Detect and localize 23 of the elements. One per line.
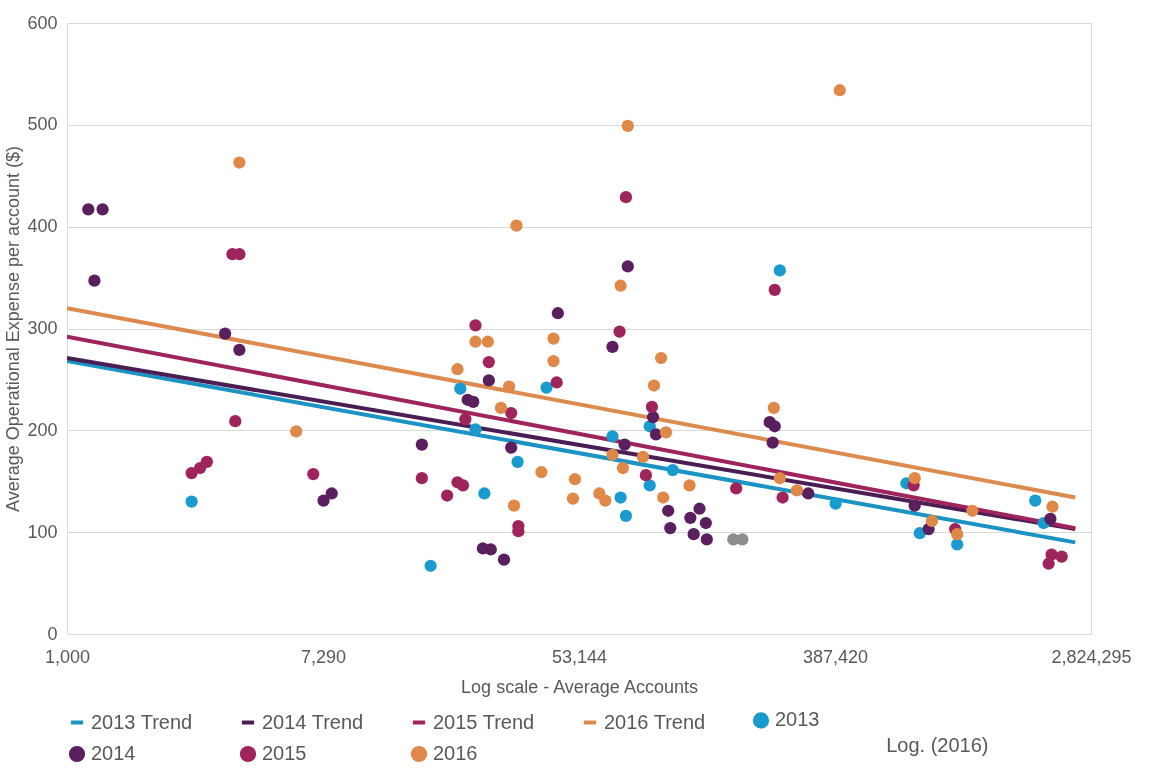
- y-tick-label: 400: [27, 216, 58, 237]
- y-tick-label: 500: [27, 114, 58, 135]
- y-tick-label: 100: [27, 521, 58, 542]
- legend-label: 2014: [91, 742, 136, 764]
- x-axis-title: Log scale - Average Accounts: [461, 676, 698, 697]
- legend-label: 2015: [262, 742, 307, 764]
- legend-label: 2013 Trend: [91, 710, 193, 733]
- legend-label: 2015 Trend: [433, 710, 535, 733]
- x-tick-label: 2,824,295: [1051, 646, 1132, 667]
- legend-label: 2013: [775, 708, 820, 731]
- y-axis-title: Average Operational Expense per account ($): [3, 146, 24, 512]
- y-tick-label: 0: [47, 623, 58, 644]
- x-tick-label: 387,420: [802, 646, 869, 667]
- y-tick-label: 600: [27, 12, 58, 33]
- text: Log. (2016): [886, 734, 989, 756]
- legend-label: 2016 Trend: [604, 710, 706, 733]
- x-tick-label: 1,000: [44, 646, 91, 667]
- y-tick-label: 300: [27, 318, 58, 338]
- legend-label: 2014 Trend: [262, 710, 364, 733]
- x-tick-label: 7,290: [300, 646, 347, 667]
- x-tick-label: 53,144: [551, 646, 608, 667]
- legend-label: 2016: [433, 742, 478, 764]
- y-tick-label: 200: [27, 419, 58, 440]
